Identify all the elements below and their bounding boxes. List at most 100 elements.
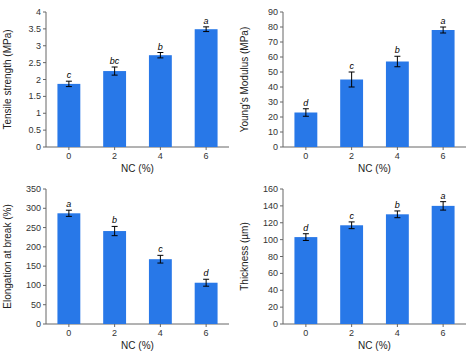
error-cap xyxy=(349,87,355,88)
y-tick-label: 70 xyxy=(268,37,278,47)
y-axis-line xyxy=(46,189,47,324)
y-tick-label: 90 xyxy=(268,7,278,17)
error-bar xyxy=(66,81,72,86)
error-stem xyxy=(351,222,352,229)
error-bar xyxy=(157,53,163,58)
x-tick-label: 2 xyxy=(112,328,117,338)
error-stem xyxy=(351,72,352,87)
panel: 020406080100120140160dcba0246NC (%)Thick… xyxy=(239,184,466,351)
x-tick-label: 6 xyxy=(441,328,446,338)
y-tick-label: 60 xyxy=(268,52,278,62)
x-tick-label: 2 xyxy=(349,328,354,338)
error-bar xyxy=(349,222,355,229)
error-cap xyxy=(440,201,446,202)
error-cap xyxy=(303,240,309,241)
error-cap xyxy=(157,52,163,53)
y-tick-label: 40 xyxy=(268,285,278,295)
bar xyxy=(149,55,172,147)
error-cap xyxy=(203,26,209,27)
y-tick-label: 40 xyxy=(268,82,278,92)
error-stem xyxy=(160,255,161,263)
error-bar xyxy=(349,72,355,87)
y-tick-label: 0 xyxy=(36,319,41,329)
error-bar xyxy=(394,56,400,67)
y-tick-label: 20 xyxy=(268,302,278,312)
x-tick-label: 4 xyxy=(395,151,400,161)
error-stem xyxy=(305,234,306,241)
error-bar xyxy=(303,109,309,117)
x-tick xyxy=(160,324,161,327)
bar xyxy=(103,231,126,324)
error-cap xyxy=(157,57,163,58)
x-tick-label: 6 xyxy=(441,151,446,161)
bar xyxy=(149,259,172,324)
x-tick xyxy=(397,324,398,327)
error-cap xyxy=(203,286,209,287)
x-tick xyxy=(114,324,115,327)
error-cap xyxy=(66,81,72,82)
annotation: b xyxy=(395,45,400,55)
y-tick-label: 3 xyxy=(36,41,41,51)
annotation: d xyxy=(204,268,210,278)
y-axis-label: Young's Modulus (MPa) xyxy=(239,27,250,132)
error-cap xyxy=(394,56,400,57)
error-stem xyxy=(397,56,398,67)
x-tick-label: 0 xyxy=(303,328,308,338)
error-cap xyxy=(303,108,309,109)
y-tick-label: 30 xyxy=(268,97,278,107)
error-stem xyxy=(68,210,69,216)
x-tick xyxy=(397,147,398,150)
x-tick xyxy=(351,324,352,327)
bar xyxy=(294,237,317,324)
annotation: c xyxy=(349,211,354,221)
x-tick xyxy=(206,147,207,150)
error-cap xyxy=(66,216,72,217)
annotation: b xyxy=(158,42,163,52)
error-stem xyxy=(206,279,207,286)
y-tick-label: 0 xyxy=(273,142,278,152)
x-tick xyxy=(160,147,161,150)
error-cap xyxy=(303,233,309,234)
error-cap xyxy=(349,72,355,73)
x-tick xyxy=(206,324,207,327)
x-tick-label: 2 xyxy=(349,151,354,161)
annotation: c xyxy=(67,70,72,80)
error-bar xyxy=(440,27,446,33)
x-tick xyxy=(68,147,69,150)
y-tick-label: 300 xyxy=(26,203,41,213)
error-stem xyxy=(160,53,161,58)
error-cap xyxy=(203,31,209,32)
error-bar xyxy=(440,202,446,210)
x-tick xyxy=(68,324,69,327)
y-axis-line xyxy=(283,12,284,147)
x-tick xyxy=(305,147,306,150)
error-cap xyxy=(157,263,163,264)
bar xyxy=(57,213,80,324)
x-tick xyxy=(443,147,444,150)
bar xyxy=(195,283,218,324)
error-stem xyxy=(114,67,115,75)
marks xyxy=(57,27,217,147)
x-tick-label: 0 xyxy=(66,328,71,338)
error-bar xyxy=(112,67,118,75)
y-tick-label: 100 xyxy=(263,235,278,245)
x-tick xyxy=(351,147,352,150)
bar xyxy=(386,62,409,148)
y-axis-label: Elongation at break (%) xyxy=(2,204,13,309)
x-axis-label: NC (%) xyxy=(121,340,154,351)
error-cap xyxy=(112,226,118,227)
annotation: c xyxy=(158,244,163,254)
figure: 00.511.522.533.54cbcba0246NC (%)Tensile … xyxy=(0,0,474,354)
y-tick-label: 4 xyxy=(36,7,41,17)
x-tick-label: 4 xyxy=(395,328,400,338)
x-axis-label: NC (%) xyxy=(358,340,391,351)
y-tick-label: 120 xyxy=(263,218,278,228)
annotation: b xyxy=(395,200,400,210)
y-tick-label: 50 xyxy=(268,67,278,77)
y-tick-label: 200 xyxy=(26,242,41,252)
y-tick-label: 20 xyxy=(268,112,278,122)
error-bar xyxy=(303,234,309,241)
error-stem xyxy=(114,226,115,235)
error-cap xyxy=(112,75,118,76)
y-tick-label: 160 xyxy=(263,184,278,194)
